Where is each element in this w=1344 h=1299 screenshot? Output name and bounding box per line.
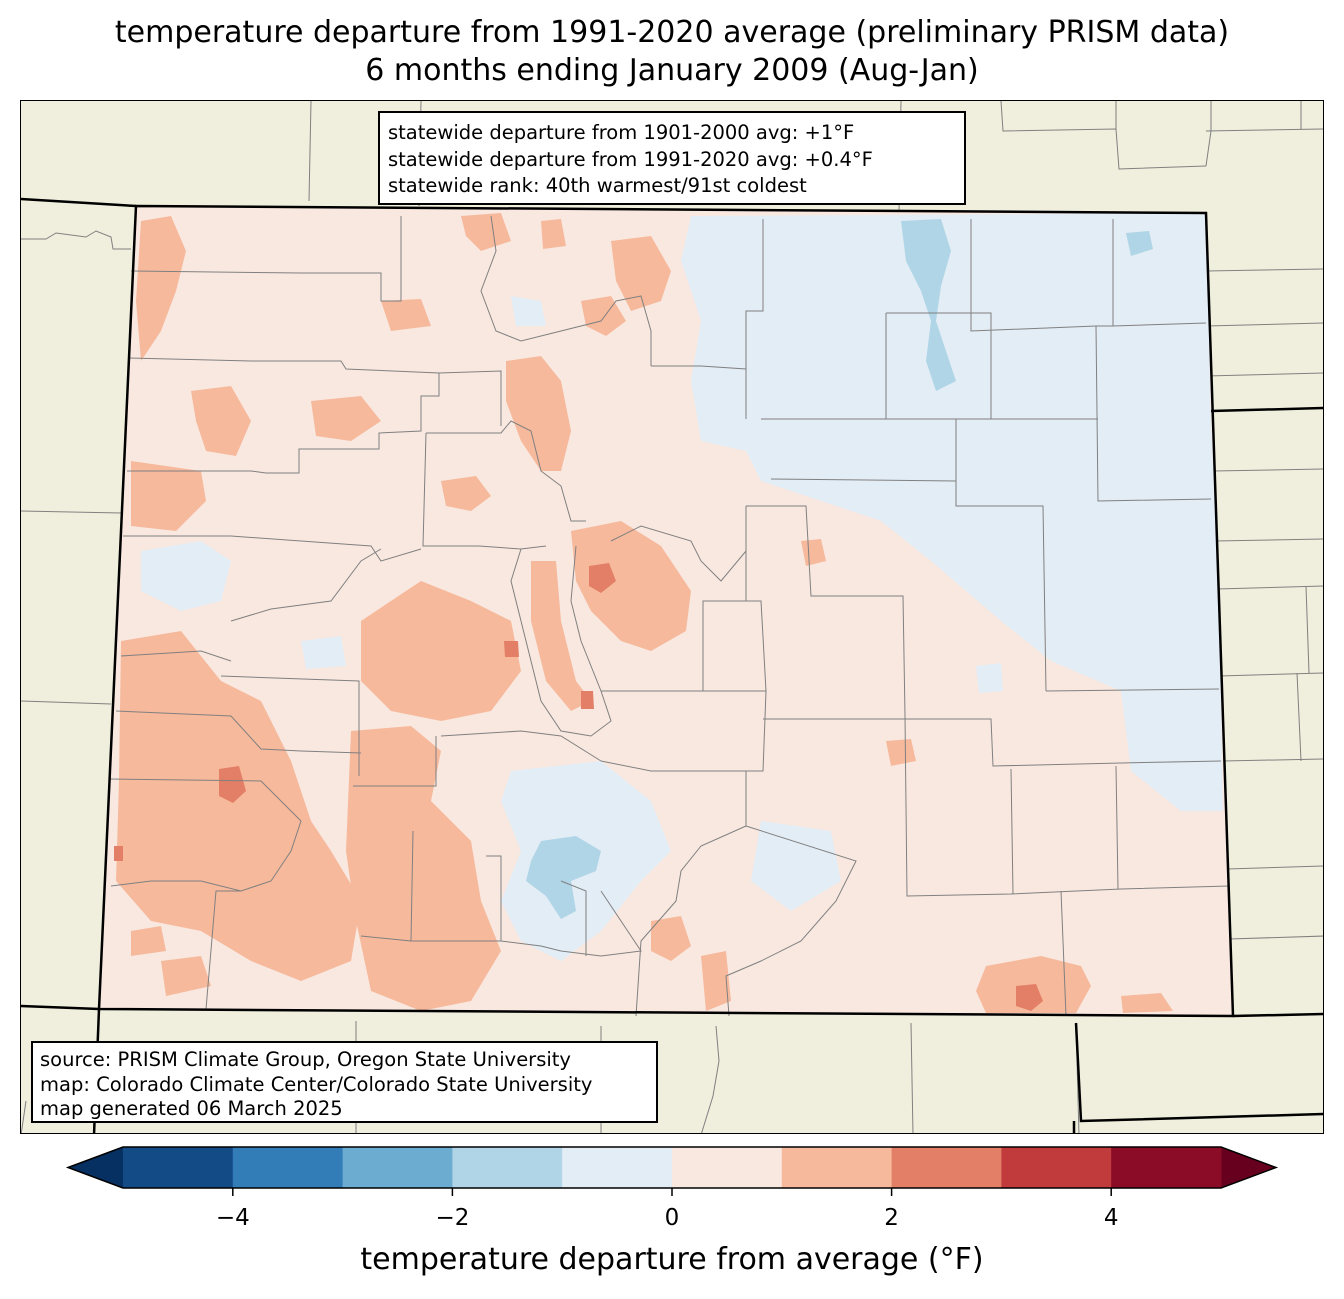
source-line: source: PRISM Climate Group, Oregon Stat…: [40, 1048, 571, 1071]
colder-anomaly-regions: [526, 219, 1153, 919]
colorbar-bin: [562, 1147, 673, 1188]
colorbar-tick-label: −2: [435, 1205, 470, 1231]
colorbar-bin: [781, 1147, 893, 1188]
title-line-1: temperature departure from 1991-2020 ave…: [114, 15, 1230, 50]
warmer-anomaly-spots: [114, 563, 1043, 1011]
colorbar-bin: [342, 1147, 453, 1188]
map-panel: [20, 100, 1324, 1134]
colorbar-tick-label: 0: [664, 1205, 680, 1231]
colorbar-bin: [123, 1147, 234, 1188]
map-credit-line: map: Colorado Climate Center/Colorado St…: [40, 1072, 593, 1096]
stat-departure-1991-2020: statewide departure from 1991-2020 avg: …: [388, 147, 873, 171]
colorbar-tick-label: 2: [884, 1205, 899, 1231]
colorbar-bin: [1111, 1147, 1222, 1188]
colorbar-over-triangle: [1221, 1147, 1276, 1188]
colorbar-bin: [672, 1147, 783, 1188]
colorbar-outline: [65, 1146, 1279, 1189]
title-line-2: 6 months ending January 2009 (Aug-Jan): [365, 53, 979, 88]
colorbar-tick-label: 4: [1103, 1205, 1119, 1231]
colorbar-bin: [1001, 1147, 1112, 1188]
warm-anomaly-regions: [116, 213, 1173, 1013]
colorbar-under-triangle: [68, 1147, 123, 1188]
statewide-stats-box: statewide departure from 1901-2000 avg: …: [378, 111, 966, 205]
colorado-map: [21, 101, 1323, 1133]
colorbar-bin: [232, 1147, 344, 1188]
county-lines: [108, 215, 1230, 1017]
source-credit-box: source: PRISM Climate Group, Oregon Stat…: [31, 1041, 658, 1123]
colorbar-tick-label: −4: [215, 1205, 250, 1231]
colorbar-bin: [891, 1147, 1002, 1188]
colorbar-bin: [452, 1147, 563, 1188]
state-borders: [21, 197, 1323, 1133]
map-title: temperature departure from 1991-2020 ave…: [0, 14, 1344, 90]
stat-statewide-rank: statewide rank: 40th warmest/91st coldes…: [388, 174, 807, 197]
colorbar: [65, 1146, 1279, 1196]
cool-anomaly-regions: [141, 213, 1223, 961]
generated-date-line: map generated 06 March 2025: [40, 1097, 343, 1120]
colorbar-title: temperature departure from average (°F): [360, 1242, 984, 1277]
stat-departure-1901-2000: statewide departure from 1901-2000 avg: …: [388, 121, 855, 144]
